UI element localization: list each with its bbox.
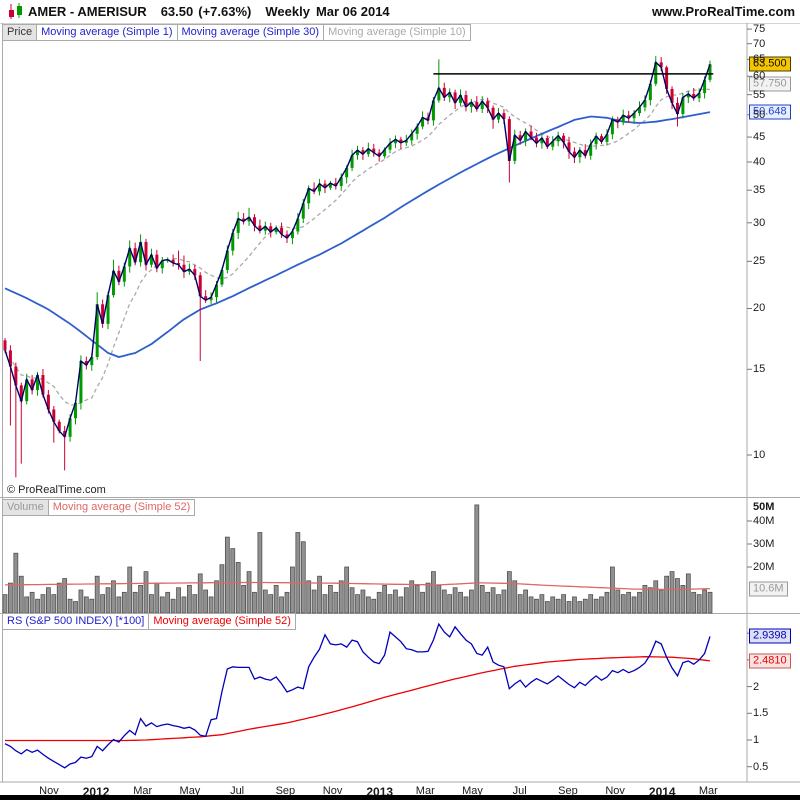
price-change: (+7.63%) (198, 4, 252, 19)
ma-simple-30-chip[interactable]: Moving average (Simple 30) (176, 24, 325, 41)
rs-indicator-chip[interactable]: RS (S&P 500 INDEX) [*100] (2, 613, 150, 630)
candlestick-logo-icon (7, 3, 25, 25)
session-date: Mar 06 2014 (315, 4, 390, 19)
candles-layer (3, 56, 712, 478)
timeframe-label: Weekly (265, 4, 310, 19)
rs-ma-chip[interactable]: Moving average (Simple 52) (148, 613, 296, 630)
rs-ma-line (5, 656, 711, 742)
last-price: 63.50 (160, 4, 194, 19)
rs-pane-toolbar: RS (S&P 500 INDEX) [*100] Moving average… (2, 613, 296, 630)
volume-axis-ticks (747, 520, 752, 568)
volume-ma-line (5, 581, 711, 591)
price-axis-ticks (747, 28, 752, 456)
price-pane (4, 88, 711, 406)
bottom-bar (0, 795, 800, 800)
price-pane-toolbar: Price Moving average (Simple 1) Moving a… (2, 24, 471, 41)
volume-ma-chip[interactable]: Moving average (Simple 52) (47, 499, 196, 516)
ma-simple-1-chip[interactable]: Moving average (Simple 1) (36, 24, 178, 41)
rs-line (4, 622, 711, 769)
ma-simple-10-chip[interactable]: Moving average (Simple 10) (323, 24, 471, 41)
volume-chip[interactable]: Volume (2, 499, 49, 516)
header-title: AMER - AMERISUR 63.50 (+7.63%) Weekly Mar 06… (28, 4, 404, 19)
volume-bars-layer (2, 504, 713, 614)
header-bar: AMER - AMERISUR 63.50 (+7.63%) Weekly Mar 06… (0, 0, 800, 23)
volume-pane-toolbar: Volume Moving average (Simple 52) (2, 499, 196, 516)
price-chip[interactable]: Price (2, 24, 38, 41)
watermark: © ProRealTime.com (7, 484, 106, 496)
symbol-title: AMER - AMERISUR (28, 4, 147, 19)
close-line (4, 60, 711, 439)
rs-axis-ticks (747, 632, 752, 768)
prorealtime-link[interactable]: www.ProRealTime.com (651, 4, 795, 19)
